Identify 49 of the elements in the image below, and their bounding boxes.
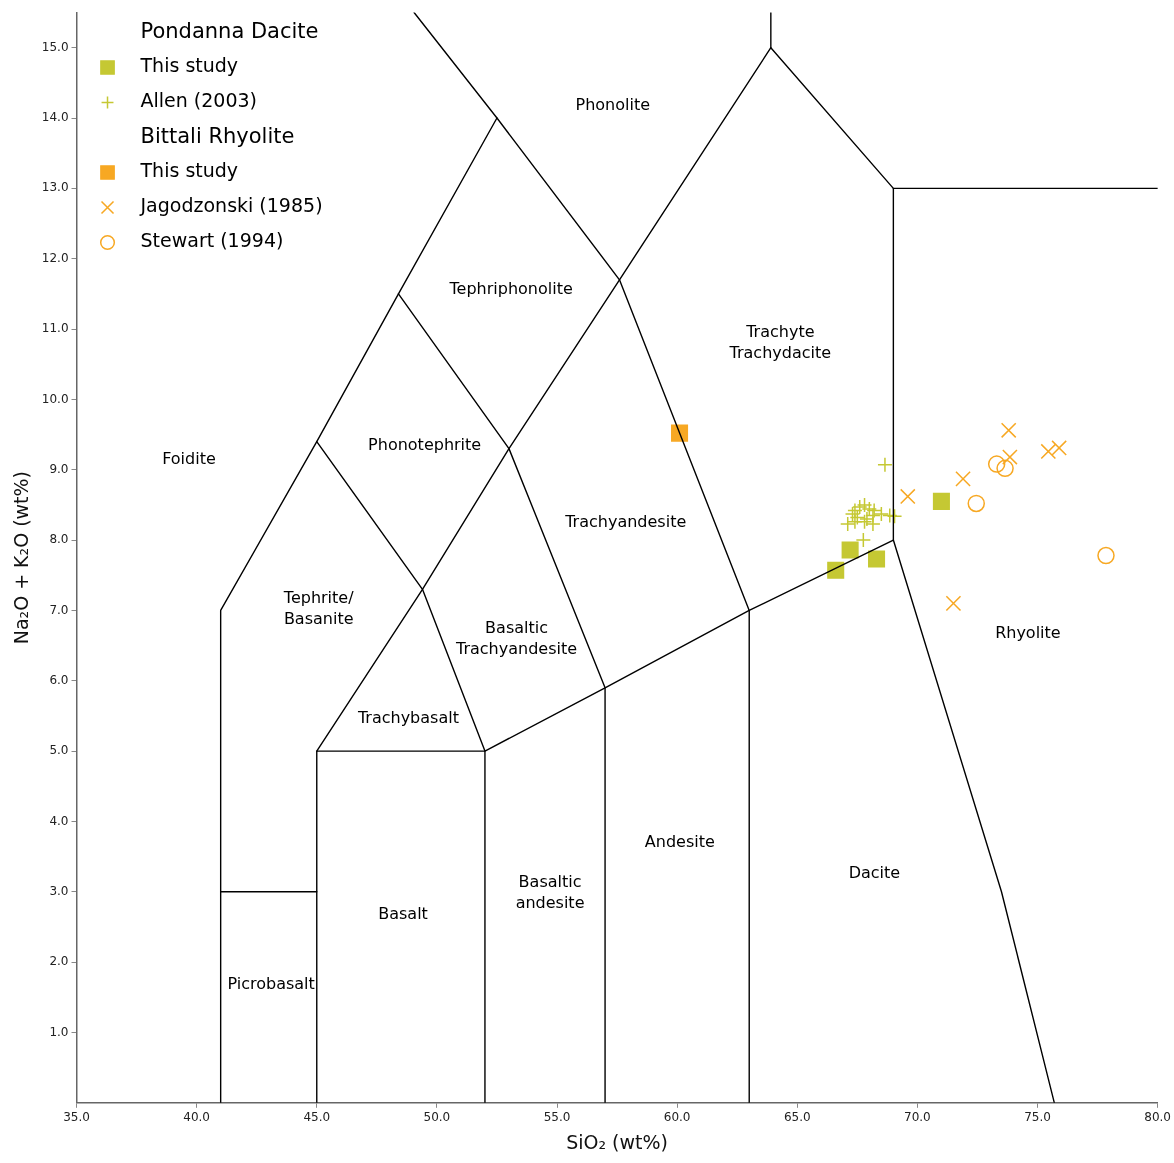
y-tick-label: 14.0 [41, 110, 69, 125]
annotation: Dacite [848, 862, 901, 882]
legend-label: Jagodzonski (1985) [139, 194, 323, 217]
y-tick-label: 3.0 [49, 883, 69, 898]
legend-label: This study [139, 54, 239, 77]
y-tick-label: 7.0 [49, 602, 69, 617]
y-tick-label: 1.0 [49, 1024, 69, 1039]
x-tick-label: 45.0 [303, 1110, 331, 1125]
y-tick-label: 13.0 [41, 180, 69, 195]
x-tick-label: 60.0 [663, 1110, 691, 1125]
x-tick-label: 75.0 [1024, 1110, 1051, 1125]
y-tick-label: 15.0 [41, 39, 69, 54]
annotation: Basalt [378, 904, 428, 924]
annotation: Foidite [162, 448, 216, 468]
y-tick-label: 6.0 [49, 672, 69, 687]
legend-label: Stewart (1994) [140, 229, 284, 252]
x-tick-label: 50.0 [423, 1110, 451, 1125]
annotation: Basaltic Trachyandesite [455, 618, 578, 659]
legend-label: Allen (2003) [140, 89, 258, 112]
annotation: Tephrite/ Basanite [282, 587, 355, 628]
annotation: Phonolite [575, 95, 651, 115]
annotation: Basaltic andesite [515, 872, 585, 913]
legend-label: This study [139, 159, 239, 182]
annotation: Andesite [644, 832, 715, 852]
y-tick-label: 8.0 [49, 532, 69, 547]
y-tick-label: 12.0 [41, 250, 69, 265]
y-tick-label: 2.0 [49, 954, 69, 969]
annotation: Picrobasalt [227, 974, 315, 994]
x-tick-label: 55.0 [543, 1110, 571, 1125]
y-axis-title: Na₂O + K₂O (wt%) [10, 470, 33, 645]
annotation: Rhyolite [995, 623, 1061, 643]
y-tick-label: 4.0 [49, 813, 69, 828]
annotation: Trachyte Trachydacite [728, 321, 832, 362]
annotation: Pondanna Dacite [140, 18, 319, 43]
y-tick-label: 5.0 [49, 743, 69, 758]
y-tick-label: 9.0 [49, 461, 69, 476]
x-tick-label: 40.0 [183, 1110, 210, 1125]
annotation: Phonotephrite [368, 434, 482, 454]
annotation: Trachyandesite [564, 511, 687, 531]
x-tick-label: 35.0 [63, 1110, 90, 1125]
annotation: Tephriphonolite [448, 278, 573, 298]
y-tick-label: 10.0 [41, 391, 69, 406]
x-tick-label: 80.0 [1144, 1110, 1171, 1125]
x-tick-label: 65.0 [783, 1110, 811, 1125]
y-tick-label: 11.0 [41, 321, 69, 336]
annotation: Bittali Rhyolite [140, 123, 295, 148]
x-axis-title: SiO₂ (wt%) [566, 1130, 668, 1153]
x-tick-label: 70.0 [904, 1110, 931, 1125]
annotation: Trachybasalt [356, 708, 459, 728]
